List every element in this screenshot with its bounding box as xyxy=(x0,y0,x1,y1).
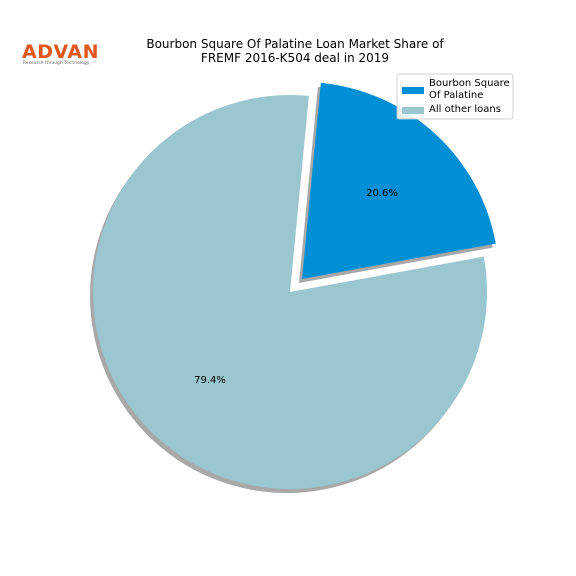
legend-swatch xyxy=(402,87,424,94)
legend-box xyxy=(396,73,514,120)
chart-title: Bourbon Square Of Palatine Loan Market S… xyxy=(146,37,444,65)
slice xyxy=(92,94,488,489)
legend-label: All other loans xyxy=(429,104,501,115)
slice xyxy=(301,82,496,279)
logo-name: ADVAN xyxy=(22,41,99,63)
logo-tagline: Research through Technology xyxy=(23,60,90,66)
slice-label: 79.4% xyxy=(194,375,226,386)
legend-swatch xyxy=(402,107,424,114)
slice-label: 20.6% xyxy=(366,188,398,199)
legend-label: Bourbon Square Of Palatine xyxy=(429,78,510,101)
